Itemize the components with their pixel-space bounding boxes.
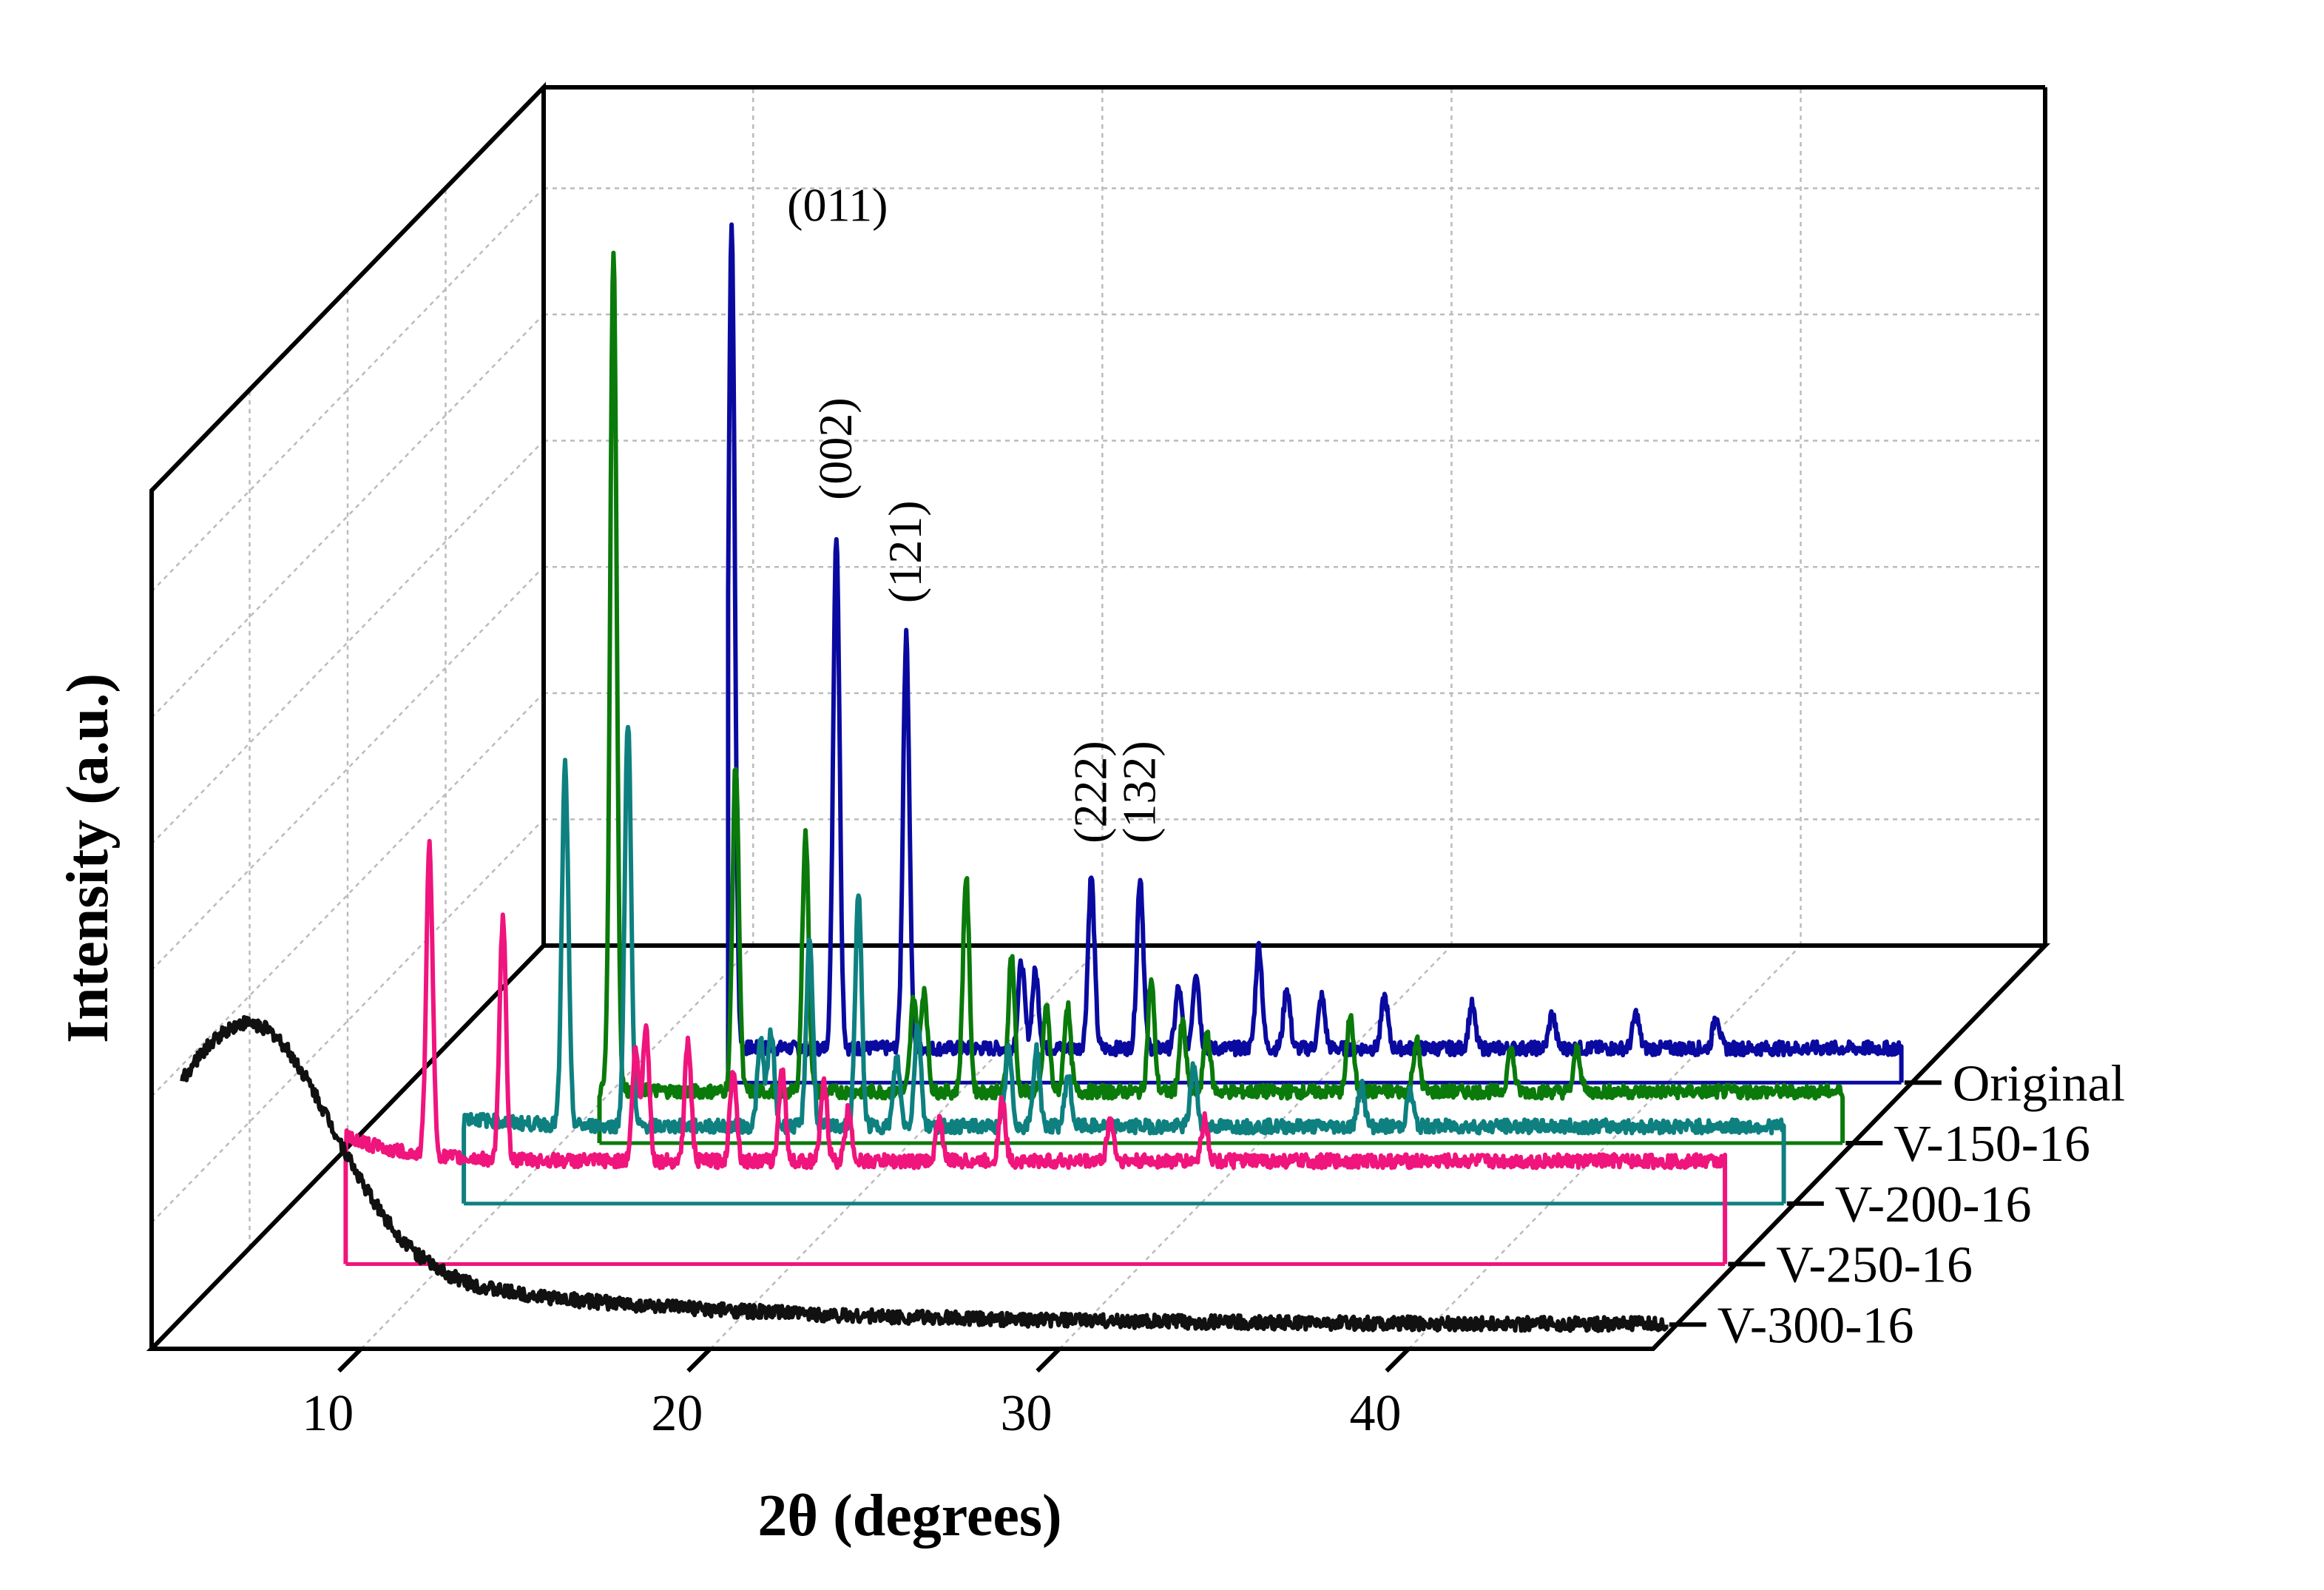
series-label-v-150-16: V-150-16 [1894,1116,2090,1173]
x-tick [337,1347,363,1373]
grid-lines [151,87,2045,1350]
gridlines [151,87,2045,1350]
series-label-v-300-16: V-300-16 [1717,1297,1914,1354]
series-layer [180,222,1904,1333]
series-line-v-250-16 [343,838,1728,1264]
series-label-original: Original [1953,1055,2125,1112]
x-tick-label: 30 [1000,1385,1052,1442]
peak-label: (132) [1112,741,1165,843]
x-axis-ticks [337,1080,1942,1373]
axes-box [146,81,2051,1351]
x-axis-title: 2θ (degrees) [757,1483,1061,1549]
x-tick-label: 10 [302,1385,354,1442]
peak-label: (011) [787,178,888,231]
x-tick [1385,1347,1411,1373]
chart-frame [146,81,2051,1351]
peak-label: (002) [809,397,862,500]
x-tick [686,1347,712,1373]
x-tick [1036,1347,1061,1373]
series-line-v-300-16 [180,1014,1669,1333]
y-axis-title: Intensity (a.u.) [55,673,121,1043]
series-line-v-150-16 [597,250,1845,1144]
x-tick-label: 20 [651,1385,703,1442]
peak-label: (121) [879,500,931,603]
series-label-v-250-16: V-250-16 [1776,1237,1973,1294]
labels-layer: OriginalV-150-16V-200-16V-250-16V-300-16… [302,178,2125,1442]
series-line-original [726,222,1904,1083]
x-tick-label: 40 [1350,1385,1402,1442]
peak-label: (222) [1064,741,1116,843]
series-label-v-200-16: V-200-16 [1835,1176,2032,1233]
